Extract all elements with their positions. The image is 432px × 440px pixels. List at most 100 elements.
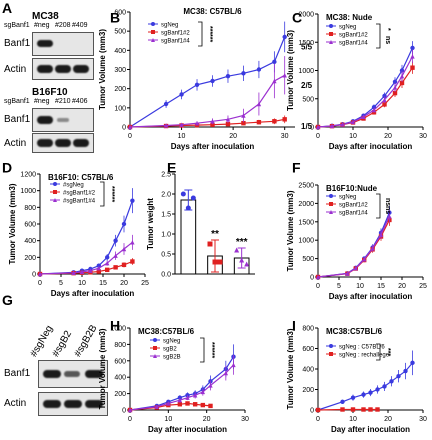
data-point	[382, 93, 387, 99]
data-point	[368, 390, 373, 395]
series-line	[129, 36, 286, 128]
legend-label: #sgBanf1#4	[63, 199, 96, 205]
x-tick-label: 30	[281, 133, 289, 140]
panel-label-c: C	[292, 9, 302, 25]
y-tick-label: 800	[302, 326, 314, 333]
data-point	[256, 120, 262, 125]
blot-lanes-label-mc38: sgBanf1	[4, 22, 30, 29]
data-point	[329, 202, 333, 206]
panel-label-d: D	[2, 159, 12, 175]
x-tick-label: 10	[356, 283, 364, 290]
legend-label: sgB2B	[163, 355, 181, 361]
y-tick-label: 1000	[298, 238, 314, 245]
legend-label: sgBanf1#4	[339, 41, 368, 47]
annotation-fraction: 5/5	[301, 43, 313, 52]
data-point	[329, 344, 333, 348]
series-line	[129, 74, 285, 128]
data-point	[210, 119, 215, 124]
data-point	[345, 271, 350, 276]
blot-band	[37, 139, 53, 147]
data-point	[350, 119, 356, 125]
y-tick-label: 100	[114, 105, 126, 112]
x-tick-label: 20	[398, 283, 406, 290]
data-point	[234, 247, 240, 253]
data-point	[239, 257, 245, 263]
blot-g-strip-banf1	[38, 360, 108, 388]
data-point	[79, 269, 85, 275]
significance-stars: ***	[206, 26, 213, 34]
data-point	[329, 24, 333, 28]
data-point	[350, 395, 356, 400]
y-tick-label: 600	[114, 358, 126, 365]
data-point	[225, 121, 231, 127]
legend-label: sgBanf1#2	[339, 33, 368, 39]
blot-lane-3: #406	[72, 98, 88, 105]
data-point	[127, 407, 133, 413]
legend-label: sgNeg	[161, 23, 178, 29]
data-point	[410, 65, 415, 70]
y-tick-label: 600	[114, 10, 126, 17]
y-tick-label: 200	[114, 86, 126, 93]
data-point	[192, 393, 198, 398]
y-tick-label: 0.0	[161, 272, 171, 279]
data-point	[225, 117, 231, 122]
legend-label: #sgNeg	[63, 183, 84, 189]
blot-title-b16: B16F10	[32, 87, 68, 98]
data-point	[179, 92, 184, 97]
data-point	[241, 71, 246, 76]
legend-label: #sgBanf1#2	[63, 191, 96, 197]
significance-stars: *	[384, 28, 391, 31]
annotation-fraction: 1/5	[301, 122, 313, 131]
y-tick-label: 1.5	[161, 212, 171, 219]
blot-row-banf1-b16: Banf1	[4, 114, 31, 125]
y-tick-label: 2.5	[161, 172, 171, 179]
data-point	[153, 354, 157, 358]
x-tick-label: 15	[377, 283, 385, 290]
data-point	[353, 265, 358, 271]
data-point	[185, 205, 191, 211]
blot-strip-banf1-b16	[32, 108, 94, 132]
x-axis-label: Days after inoculation	[51, 289, 135, 298]
y-tick-label: 400	[302, 367, 314, 374]
y-axis-label: Tumor weight	[146, 198, 155, 250]
data-point	[121, 221, 127, 227]
data-point	[177, 397, 183, 403]
legend-label: sgNeg	[163, 339, 180, 345]
significance-bracket	[200, 337, 205, 363]
blot-title-mc38: MC38	[32, 11, 59, 22]
data-point	[192, 402, 198, 407]
data-point	[244, 261, 250, 267]
data-point	[315, 407, 321, 413]
legend-label: sgBanf1#2	[339, 203, 368, 209]
y-tick-label: 0	[310, 125, 314, 132]
panel-label-g: G	[2, 292, 13, 308]
y-tick-label: 1200	[20, 172, 36, 179]
blot-strip-banf1-mc38	[32, 32, 94, 56]
x-tick-label: 20	[229, 133, 237, 140]
data-point	[180, 191, 186, 197]
legend-label: sgBanf1#4	[161, 39, 190, 45]
data-point	[212, 259, 218, 265]
blot-lane-1: #neg	[34, 22, 50, 29]
blot-band	[55, 65, 71, 73]
data-point	[121, 262, 127, 268]
significance-stars: ***	[108, 194, 115, 202]
y-axis-label: Tumor Volume (mm3)	[286, 328, 295, 409]
data-point	[151, 38, 155, 42]
data-point	[396, 373, 401, 379]
data-point	[200, 402, 206, 408]
blot-band	[37, 40, 53, 47]
data-point	[53, 190, 57, 194]
data-point	[329, 40, 333, 44]
chart-title: MC38: C57BL/6	[183, 7, 242, 16]
data-point	[190, 195, 196, 201]
significance-bracket	[198, 21, 203, 47]
data-point	[315, 274, 321, 280]
blot-band	[43, 400, 61, 408]
data-point	[282, 34, 287, 40]
data-point	[166, 401, 171, 406]
blot-band	[55, 139, 71, 147]
data-point	[121, 246, 127, 252]
y-tick-label: 500	[302, 256, 314, 263]
